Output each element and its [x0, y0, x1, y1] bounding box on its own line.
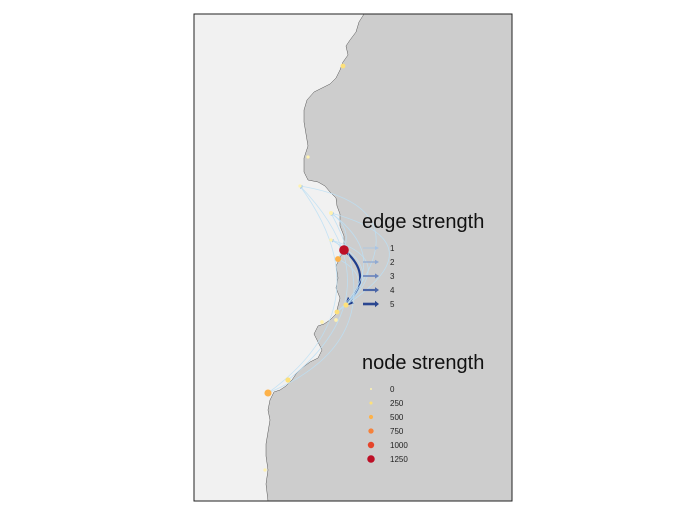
node-legend-dot-500 [368, 414, 374, 420]
map-frame [193, 13, 513, 502]
edge-legend-arrowhead-4 [375, 287, 379, 293]
node-legend: 0 250 500 750 1000 1250 [367, 385, 408, 464]
node-n13 [285, 377, 291, 383]
edge-n13-n3 [287, 185, 348, 381]
node-n10 [334, 318, 338, 322]
node-legend-dot-1250 [367, 455, 375, 463]
edge-legend-arrowhead-2 [375, 259, 379, 265]
edge-legend-label-5: 5 [390, 300, 395, 309]
node-legend-dot-750 [368, 428, 374, 434]
edge-legend-title: edge strength [362, 211, 484, 233]
edge-legend-arrowhead-1 [375, 246, 379, 250]
node-legend-label-250: 250 [390, 399, 404, 408]
node-n5 [329, 238, 333, 242]
node-legend-label-1000: 1000 [390, 441, 408, 450]
node-n8 [343, 302, 349, 308]
edge-legend-arrowhead-5 [375, 300, 379, 308]
node-n11 [320, 320, 324, 324]
node-legend-label-500: 500 [390, 413, 404, 422]
edge-n7-n4 [330, 212, 347, 260]
edge-legend-label-1: 1 [390, 244, 395, 253]
node-n3 [298, 184, 302, 188]
node-n9 [334, 309, 340, 315]
nodes-layer [263, 63, 349, 472]
node-n7 [335, 256, 341, 262]
node-n2 [306, 155, 310, 159]
node-n12 [264, 389, 272, 397]
edge-legend: 1 2 3 4 5 [363, 244, 395, 309]
node-legend-title: node strength [362, 352, 484, 374]
edge-legend-label-3: 3 [390, 272, 395, 281]
node-n14 [263, 468, 267, 472]
node-n6 [339, 245, 349, 255]
edge-n9-n4 [330, 212, 365, 313]
edges-layer [267, 184, 390, 394]
node-n1 [340, 63, 346, 69]
edge-n12-n4 [267, 212, 355, 394]
node-legend-dot-250 [369, 401, 373, 405]
edge-legend-arrowhead-3 [375, 273, 379, 279]
node-legend-dot-1000 [367, 441, 375, 449]
node-n4 [329, 211, 333, 215]
edge-legend-label-2: 2 [390, 258, 395, 267]
edge-n12-n3 [267, 185, 338, 394]
node-legend-label-0: 0 [390, 385, 395, 394]
node-legend-label-750: 750 [390, 427, 404, 436]
node-legend-dot-0 [370, 388, 372, 390]
edge-legend-label-4: 4 [390, 286, 395, 295]
node-legend-label-1250: 1250 [390, 455, 408, 464]
edge-n8-n5 [330, 239, 369, 306]
edge-n8-n7 [337, 258, 359, 306]
edge-n8-n3 [299, 184, 377, 306]
